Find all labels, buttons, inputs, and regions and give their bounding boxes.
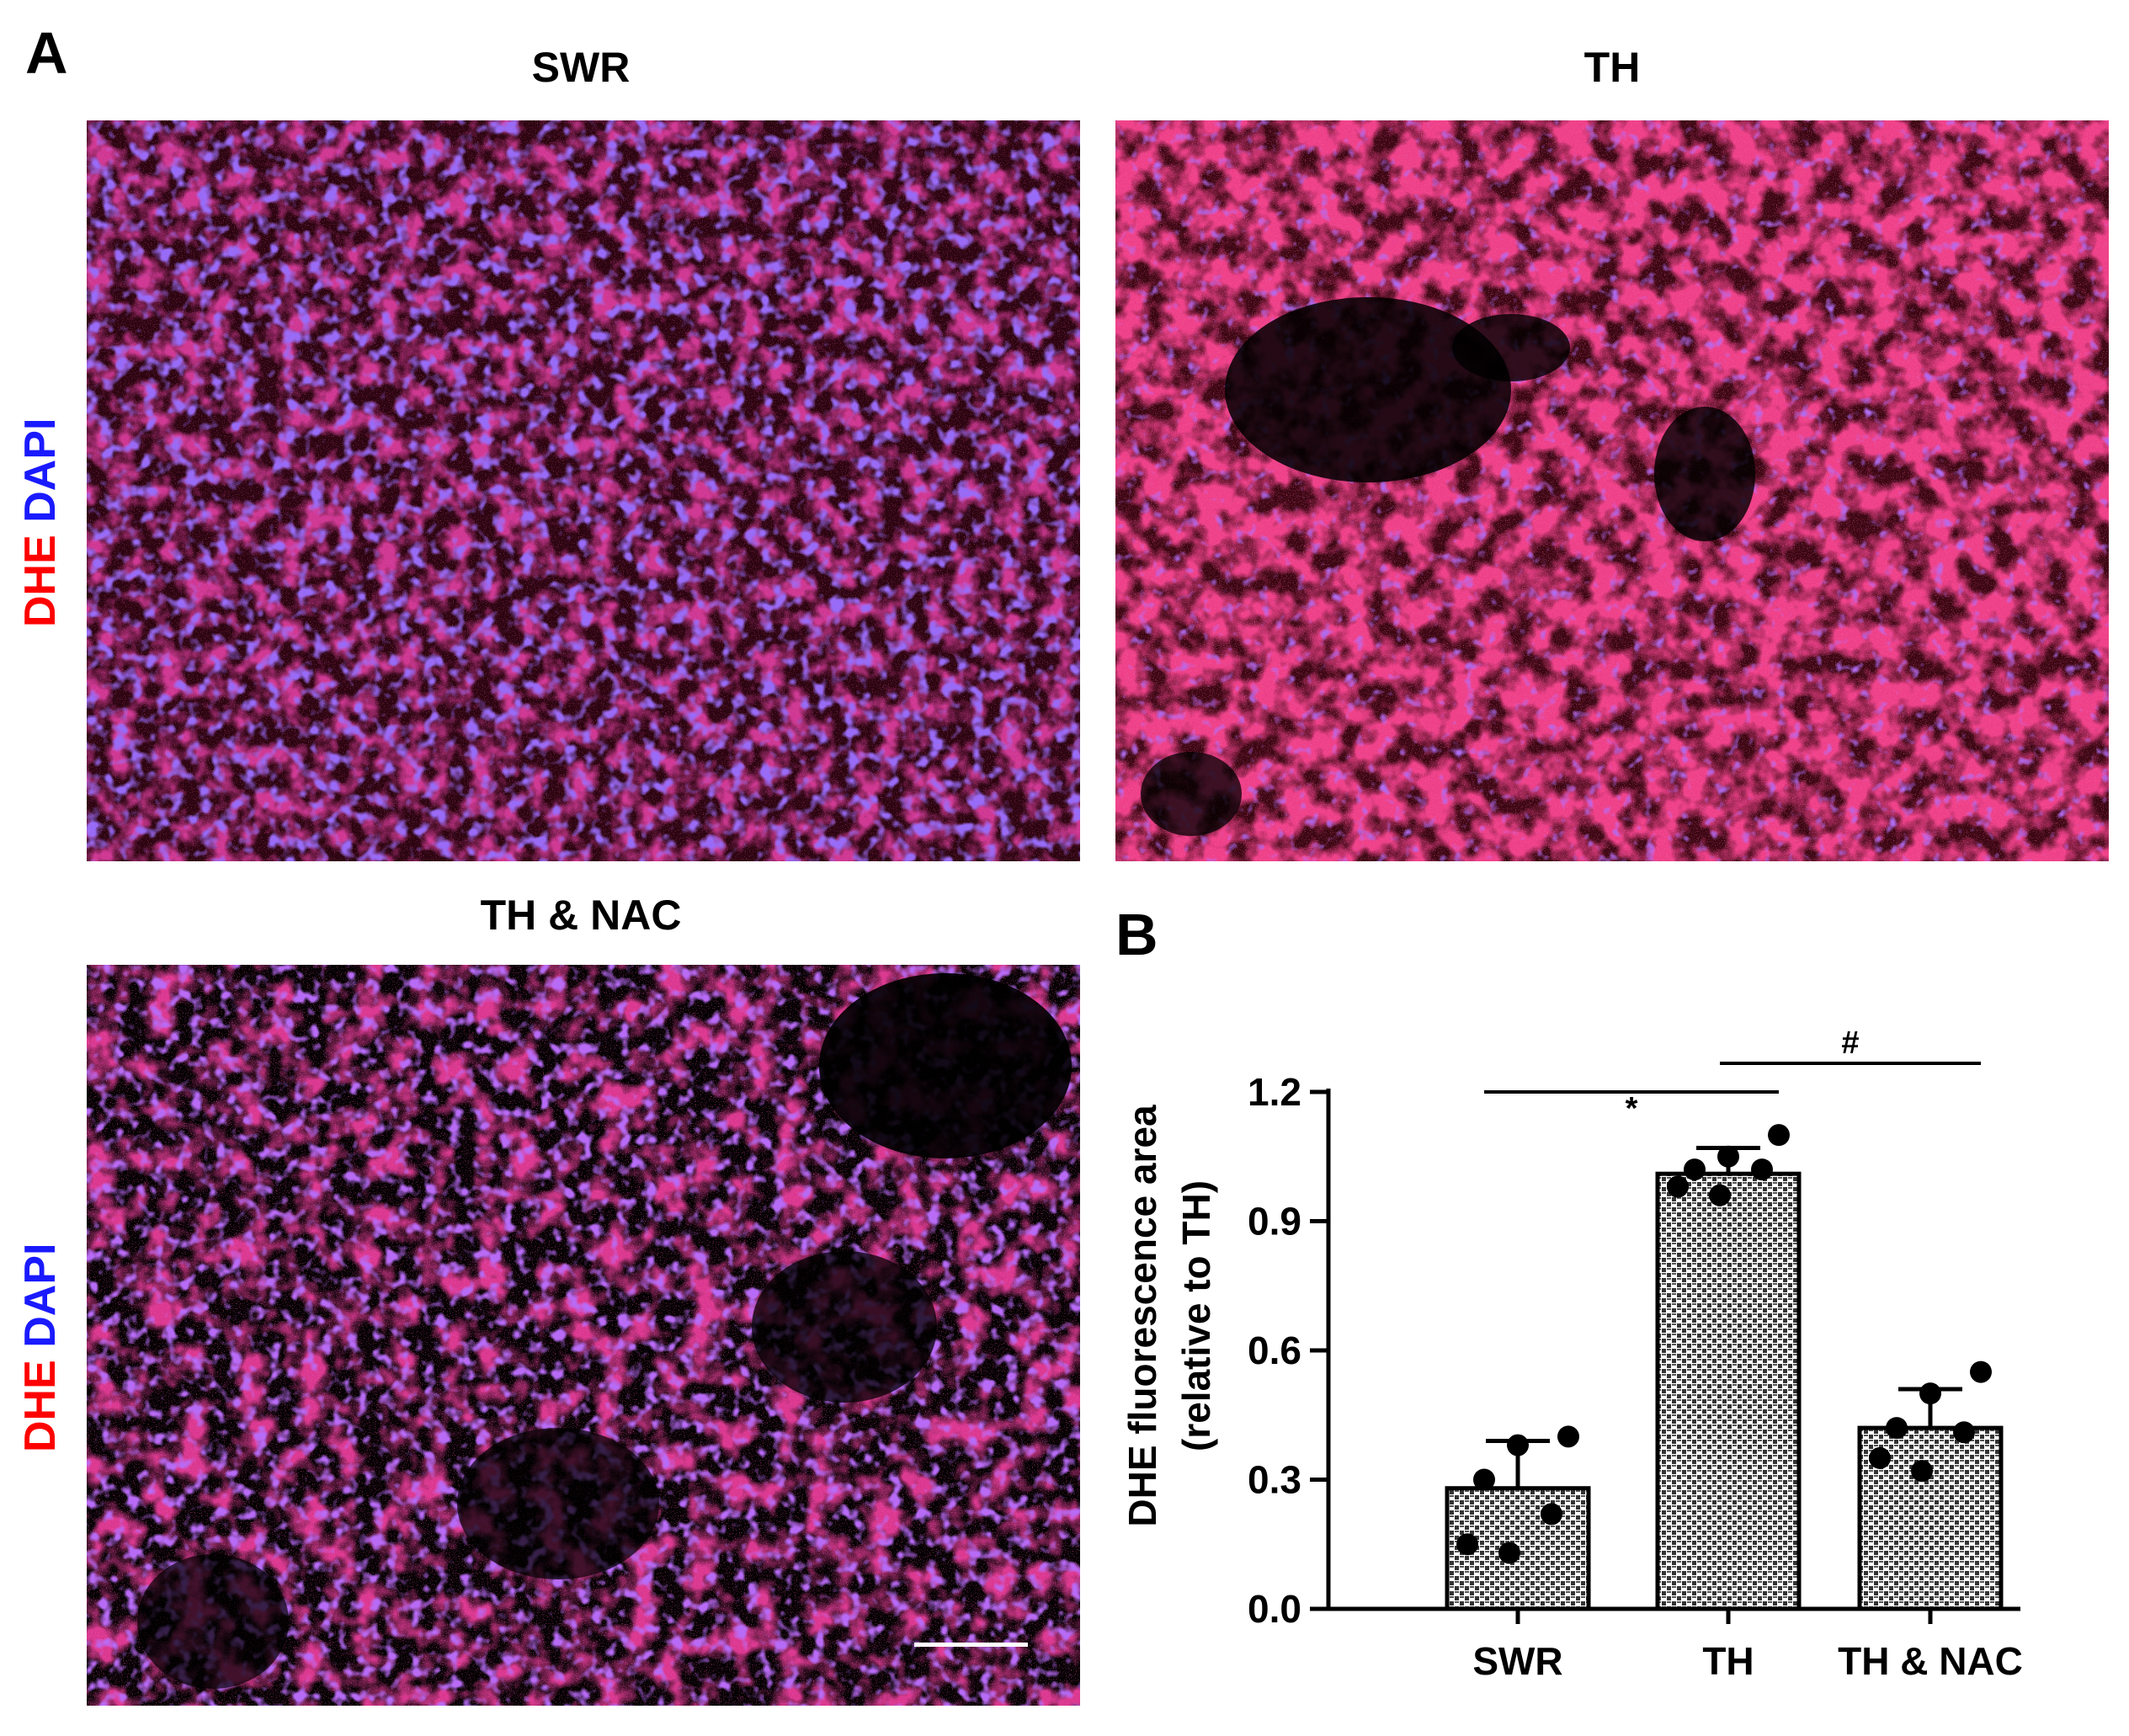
y-tick-label: 0.6 [1248, 1329, 1301, 1372]
chart-points [1456, 1124, 1992, 1564]
data-point [1557, 1425, 1579, 1448]
data-point [1709, 1184, 1731, 1206]
x-tick-label: TH & NAC [1838, 1639, 2023, 1683]
micrograph-texture [1115, 120, 2109, 861]
data-point [1919, 1382, 1941, 1405]
micrograph-swr [87, 120, 1080, 861]
y-axis-title-line2: (relative to TH) [1174, 1180, 1218, 1451]
image-title-swr: SWR [531, 44, 631, 91]
y-tick-label: 1.2 [1248, 1070, 1301, 1114]
y-tick-label: 0.9 [1248, 1200, 1301, 1243]
image-title-th: TH [1583, 44, 1641, 91]
data-point [1684, 1158, 1706, 1181]
data-point [1717, 1145, 1739, 1168]
y-tick-label: 0.3 [1248, 1458, 1301, 1502]
x-tick-label: SWR [1472, 1639, 1562, 1683]
micrograph-th-nac [87, 965, 1080, 1706]
scale-bar [914, 1643, 1028, 1647]
data-point [1541, 1503, 1562, 1526]
significance-label: * [1626, 1091, 1638, 1126]
y-tick-label: 0.0 [1248, 1587, 1301, 1631]
panel-b-letter: B [1115, 902, 1158, 967]
data-point [1498, 1542, 1520, 1564]
data-point [1768, 1124, 1790, 1147]
micrograph-texture [87, 965, 1080, 1706]
significance-annotations: *# [1484, 1025, 1981, 1126]
chart-axes: 0.0 0.3 0.6 0.9 1.2 SWR TH TH & NAC [1248, 1070, 2023, 1683]
data-point [1456, 1533, 1478, 1556]
panel-a-letter: A [25, 20, 68, 86]
bar [1655, 1171, 1802, 1611]
y-axis-title-line1: DHE fluorescence area [1120, 1105, 1164, 1527]
data-point [1911, 1460, 1933, 1483]
data-point [1473, 1468, 1495, 1491]
significance-label: # [1841, 1025, 1859, 1061]
image-title-th-nac: TH & NAC [480, 892, 682, 939]
micrograph-th [1115, 120, 2109, 861]
data-point [1970, 1361, 1992, 1383]
data-point [1667, 1175, 1689, 1198]
x-tick-label: TH [1702, 1639, 1754, 1683]
data-point [1751, 1158, 1773, 1181]
micrograph-texture [87, 120, 1080, 861]
data-point [1886, 1417, 1908, 1440]
data-point [1869, 1446, 1891, 1469]
data-point [1507, 1434, 1529, 1456]
chart-bars [1445, 1146, 2004, 1611]
data-point [1953, 1421, 1975, 1444]
